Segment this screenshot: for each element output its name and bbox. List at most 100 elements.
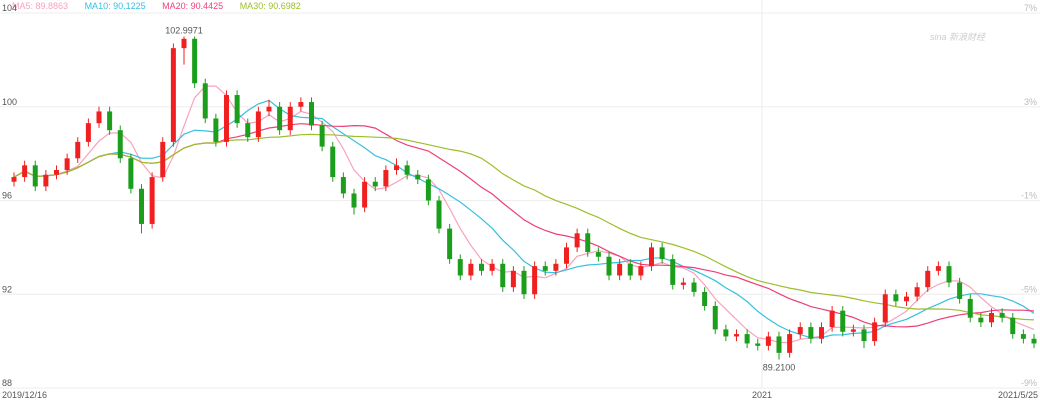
candle xyxy=(510,266,516,292)
candle-body xyxy=(181,38,187,49)
candle-body xyxy=(787,334,793,353)
candle-body xyxy=(797,327,803,335)
candle-body xyxy=(659,247,665,260)
candle xyxy=(404,160,410,180)
candle-body xyxy=(75,141,81,159)
y-right-tick-label: 7% xyxy=(1024,3,1037,13)
candle xyxy=(436,195,442,234)
candle xyxy=(330,141,336,182)
candle xyxy=(797,322,803,339)
candle-body xyxy=(872,322,878,342)
candle xyxy=(776,331,782,360)
candle xyxy=(75,137,81,163)
candle-body xyxy=(627,263,633,276)
candle xyxy=(468,259,474,281)
candle xyxy=(1031,334,1037,349)
candle-body xyxy=(202,83,208,119)
candle-body xyxy=(192,38,198,84)
x-label-end: 2021/5/25 xyxy=(998,390,1038,400)
candle-body xyxy=(224,95,229,142)
candle xyxy=(946,261,952,288)
candle xyxy=(542,261,548,276)
candle xyxy=(96,106,102,128)
candle-body xyxy=(510,270,516,288)
x-label-2021: 2021 xyxy=(752,390,772,400)
candle-body xyxy=(96,111,102,124)
candle xyxy=(712,301,718,335)
candle xyxy=(1010,313,1016,339)
candle xyxy=(340,172,346,199)
candle xyxy=(107,106,113,135)
candle xyxy=(787,329,793,358)
candle-body xyxy=(638,266,644,276)
candle-body xyxy=(468,263,474,276)
y-tick-label: 92 xyxy=(2,284,12,294)
candle-body xyxy=(765,336,771,346)
candle-body xyxy=(882,294,888,323)
candle-body xyxy=(723,329,729,337)
candle-body xyxy=(43,174,49,187)
candle-body xyxy=(436,200,442,229)
high-annotation: 102.9971 xyxy=(165,25,203,35)
legend-ma20: MA20: 90.4425 xyxy=(162,1,224,11)
candle-body xyxy=(149,177,155,224)
candle xyxy=(160,137,166,182)
candle xyxy=(43,170,49,192)
candle xyxy=(765,331,771,351)
candle xyxy=(234,90,240,128)
candle xyxy=(564,242,569,269)
candle-body xyxy=(585,233,591,253)
candle-body xyxy=(425,179,431,201)
watermark: sina 新浪财经 xyxy=(930,32,986,42)
ma30-line xyxy=(13,133,1035,321)
candle xyxy=(691,277,697,297)
candle-body xyxy=(819,327,824,339)
candle xyxy=(139,184,144,234)
y-tick-label: 100 xyxy=(2,97,17,107)
candle-body xyxy=(893,294,899,302)
candle xyxy=(298,97,304,112)
candle-body xyxy=(776,336,782,353)
candle xyxy=(925,266,931,292)
candle xyxy=(638,261,644,281)
candle-body xyxy=(330,146,336,178)
candle xyxy=(914,282,920,302)
y-right-tick-label: -9% xyxy=(1021,378,1037,388)
candle-body xyxy=(967,298,973,318)
candle xyxy=(829,305,835,332)
x-label-start: 2019/12/16 xyxy=(2,390,47,400)
candle xyxy=(702,287,708,311)
candle-body xyxy=(11,177,17,182)
candle xyxy=(85,118,91,147)
candle xyxy=(819,322,824,344)
candle xyxy=(170,43,176,147)
candle-body xyxy=(595,252,601,257)
candle-body xyxy=(489,263,495,271)
candle-body xyxy=(680,282,686,285)
candle-body xyxy=(22,165,28,178)
candle-body xyxy=(372,181,378,187)
candle xyxy=(213,113,219,147)
candle xyxy=(54,165,59,180)
candle xyxy=(425,174,431,206)
candle xyxy=(606,252,612,281)
candle xyxy=(149,172,155,229)
candle xyxy=(479,259,484,276)
candle xyxy=(957,277,963,304)
candle-body xyxy=(1031,338,1037,344)
candle-body xyxy=(54,170,59,175)
candle xyxy=(266,99,272,117)
candle xyxy=(277,102,283,135)
candle xyxy=(224,90,229,147)
candle xyxy=(553,259,559,276)
candle xyxy=(999,308,1005,323)
candle-body xyxy=(691,282,697,292)
candle xyxy=(532,261,538,299)
low-annotation: 89.2100 xyxy=(763,363,796,373)
candle-body xyxy=(734,334,739,337)
candle-body xyxy=(319,125,325,147)
candle xyxy=(64,153,70,175)
candle xyxy=(394,158,399,175)
ma-legend: MA5: 89.8863 MA10: 90.1225 MA20: 90.4425… xyxy=(12,1,315,11)
